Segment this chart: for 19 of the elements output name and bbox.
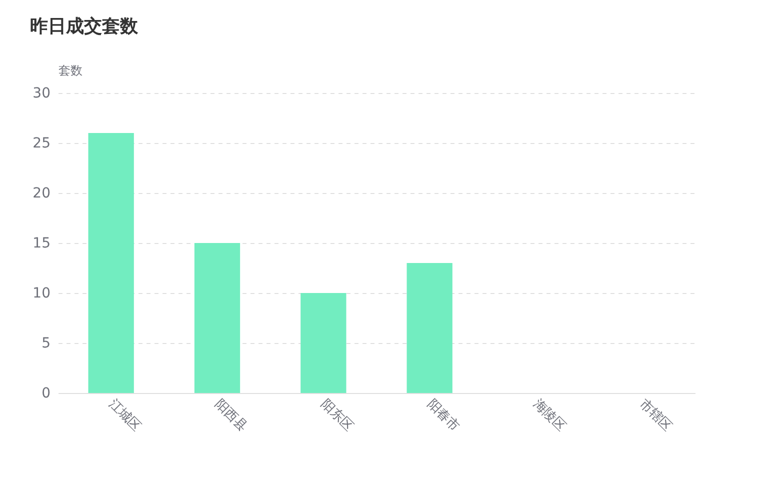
y-tick-label: 15 — [32, 236, 50, 252]
x-tick-label: 市辖区 — [636, 396, 674, 435]
chart-title: 昨日成交套数 — [30, 16, 139, 37]
y-tick-label: 25 — [32, 136, 50, 152]
x-tick-label: 阳东区 — [318, 396, 356, 435]
y-tick-label: 30 — [32, 86, 50, 102]
y-tick-label: 10 — [32, 286, 50, 302]
y-axis-title: 套数 — [58, 64, 82, 78]
y-tick-label: 5 — [42, 336, 50, 352]
y-tick-label: 20 — [32, 186, 50, 202]
x-tick-label: 阳春市 — [424, 396, 462, 435]
bar — [88, 133, 134, 393]
bar — [406, 263, 452, 393]
x-tick-label: 阳西县 — [212, 396, 250, 435]
x-tick-label: 江城区 — [105, 396, 144, 435]
bar — [300, 293, 346, 393]
y-tick-label: 0 — [42, 386, 50, 402]
bar — [194, 243, 240, 393]
x-tick-label: 海陵区 — [530, 396, 568, 435]
